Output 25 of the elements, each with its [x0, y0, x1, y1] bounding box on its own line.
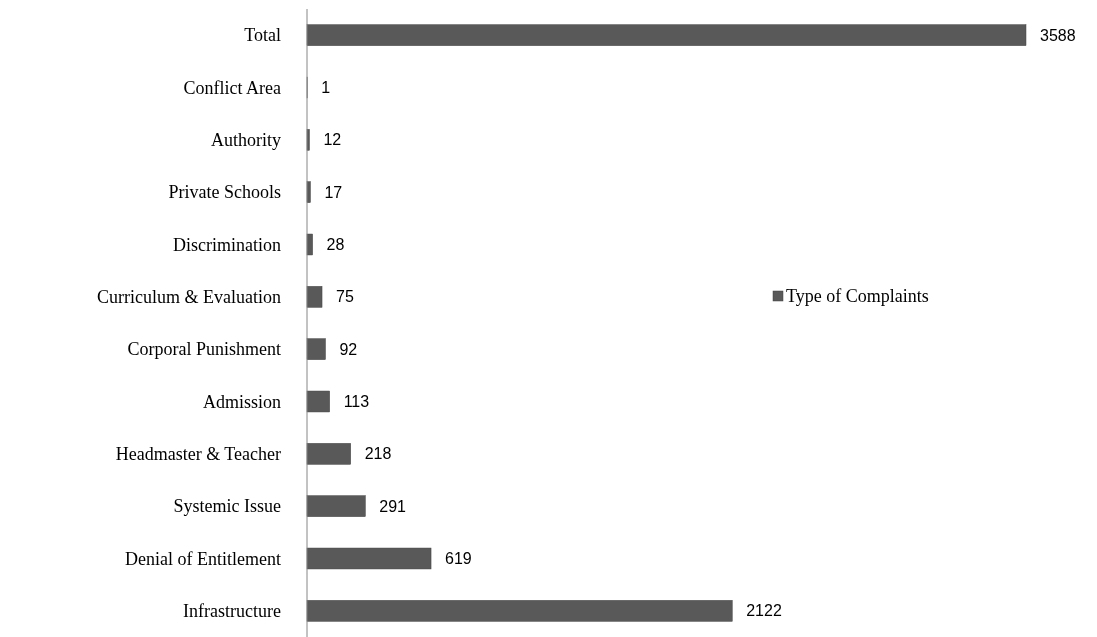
y-tick-label: Total	[244, 25, 281, 46]
data-label: 12	[323, 131, 342, 149]
y-tick-label: Admission	[202, 391, 281, 412]
y-tick-label: Discrimination	[173, 234, 281, 255]
data-label: 218	[364, 445, 392, 463]
data-label: 291	[379, 497, 407, 515]
y-tick-label: Systemic Issue	[173, 496, 281, 517]
legend-label: Type of Complaints	[786, 286, 929, 307]
data-label: 28	[326, 236, 345, 254]
y-tick-label: Headmaster & Teacher	[115, 444, 281, 465]
data-label: 1	[321, 79, 331, 97]
data-label: 75	[336, 288, 354, 306]
y-tick-label: Corporal Punishment	[127, 339, 281, 360]
y-tick-label: Authority	[211, 130, 281, 151]
y-tick-label: Infrastructure	[183, 601, 281, 622]
y-tick-label: Denial of Entitlement	[125, 548, 281, 569]
data-label: 619	[445, 550, 472, 568]
data-label: 2122	[746, 602, 782, 620]
y-tick-label: Private Schools	[168, 182, 281, 203]
y-tick-label: Curriculum & Evaluation	[97, 287, 281, 308]
y-tick-label: Conflict Area	[183, 77, 281, 98]
data-label: 17	[324, 183, 343, 201]
data-label: 113	[343, 393, 370, 411]
data-label: 92	[339, 340, 358, 358]
data-label: 3588	[1040, 26, 1076, 44]
